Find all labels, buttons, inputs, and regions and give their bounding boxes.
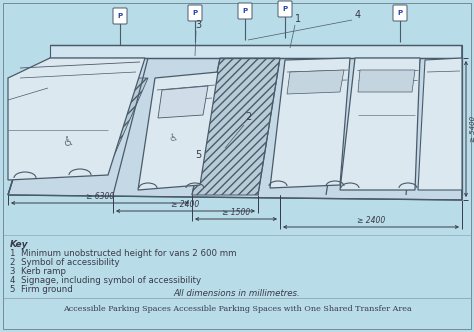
Polygon shape	[50, 45, 462, 58]
Text: ≥ 6300: ≥ 6300	[86, 192, 114, 201]
Text: P: P	[397, 10, 402, 16]
FancyBboxPatch shape	[393, 5, 407, 21]
Polygon shape	[192, 58, 280, 195]
Text: 1: 1	[295, 14, 301, 24]
Text: ♿: ♿	[63, 135, 73, 148]
Text: P: P	[192, 10, 198, 16]
Text: P: P	[118, 13, 123, 19]
FancyBboxPatch shape	[188, 5, 202, 21]
Polygon shape	[340, 58, 420, 190]
Text: ≥ 2400: ≥ 2400	[357, 216, 385, 225]
Text: 4  Signage, including symbol of accessibility: 4 Signage, including symbol of accessibi…	[10, 276, 201, 285]
Text: 3  Kerb ramp: 3 Kerb ramp	[10, 267, 66, 276]
FancyBboxPatch shape	[113, 8, 127, 24]
Text: ♿: ♿	[168, 133, 178, 143]
Text: 5  Firm ground: 5 Firm ground	[10, 285, 73, 294]
Polygon shape	[158, 86, 208, 118]
Text: 2: 2	[245, 112, 251, 122]
Polygon shape	[287, 70, 344, 94]
Polygon shape	[3, 3, 471, 329]
Text: Accessible Parking Spaces Accessible Parking Spaces with One Shared Transfer Are: Accessible Parking Spaces Accessible Par…	[63, 305, 411, 313]
Polygon shape	[8, 58, 462, 200]
Polygon shape	[138, 72, 218, 190]
Text: ≥ 1500: ≥ 1500	[222, 208, 250, 217]
Text: P: P	[283, 6, 288, 12]
Polygon shape	[358, 70, 415, 92]
FancyBboxPatch shape	[238, 3, 252, 19]
Text: P: P	[242, 8, 247, 14]
Polygon shape	[72, 78, 148, 158]
FancyBboxPatch shape	[278, 1, 292, 17]
Polygon shape	[8, 58, 145, 180]
Text: 5: 5	[195, 150, 201, 160]
Text: ≥ 2400: ≥ 2400	[172, 200, 200, 209]
Text: All dimensions in millimetres.: All dimensions in millimetres.	[173, 289, 301, 298]
Text: 2  Symbol of accessibility: 2 Symbol of accessibility	[10, 258, 119, 267]
Text: ≥ 5400: ≥ 5400	[470, 116, 474, 142]
Polygon shape	[270, 58, 350, 188]
Text: 3: 3	[195, 20, 201, 30]
Text: 1  Minimum unobstructed height for vans 2 600 mm: 1 Minimum unobstructed height for vans 2…	[10, 249, 237, 258]
Polygon shape	[418, 58, 462, 190]
Text: 4: 4	[355, 10, 361, 20]
Text: Key: Key	[10, 240, 28, 249]
